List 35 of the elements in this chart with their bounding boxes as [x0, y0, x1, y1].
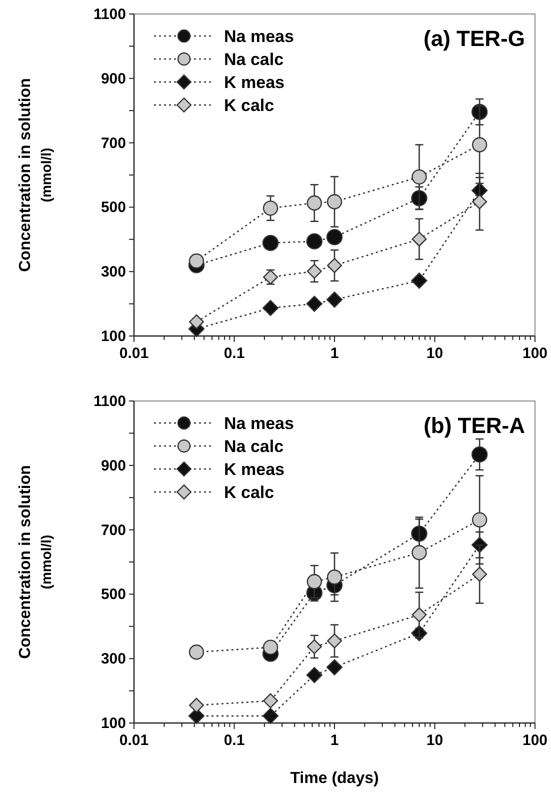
legend-label: Na calc	[224, 50, 284, 69]
legend-label: K meas	[224, 460, 284, 479]
y-tick-label: 500	[100, 586, 126, 604]
x-tick-label: 100	[522, 732, 548, 749]
x-tick-label: 0.01	[119, 732, 149, 749]
legend-label: Na calc	[224, 437, 284, 456]
legend-label: K calc	[224, 96, 274, 115]
text: (b) TER-A	[424, 413, 526, 438]
y-tick-label: 900	[100, 457, 126, 474]
x-tick-label: 1	[330, 732, 339, 749]
x-tick-label: 100	[522, 345, 548, 362]
legend-label: Na meas	[224, 414, 294, 433]
x-tick-label: 10	[426, 732, 444, 749]
y-tick-label: 100	[100, 328, 126, 345]
x-axis-title: Time (days)	[290, 770, 379, 787]
y-tick-label: 300	[100, 650, 126, 668]
x-tick-label: 0.1	[224, 345, 245, 362]
y-tick-label: 1100	[93, 6, 126, 23]
y-tick-label: 1100	[93, 393, 126, 410]
y-tick-label: 700	[100, 522, 126, 539]
text: (a) TER-G	[424, 26, 525, 51]
legend-label: K meas	[224, 73, 284, 92]
x-tick-label: 1	[330, 345, 339, 362]
y-tick-label: 300	[100, 264, 126, 281]
legend-label: Na meas	[224, 27, 294, 46]
x-tick-label: 0.01	[119, 345, 149, 362]
y-tick-label: 100	[100, 715, 126, 732]
y-tick-label: 700	[100, 134, 126, 152]
legend-label: K calc	[224, 483, 274, 502]
y-tick-label: 500	[100, 199, 126, 216]
y-axis-title: Concentration in solution (mmol/l)	[17, 78, 54, 272]
y-axis-title: Concentration in solution (mmol/l)	[17, 465, 54, 659]
x-tick-label: 10	[426, 345, 444, 362]
x-tick-label: 0.1	[224, 732, 245, 749]
y-tick-label: 900	[100, 70, 126, 88]
